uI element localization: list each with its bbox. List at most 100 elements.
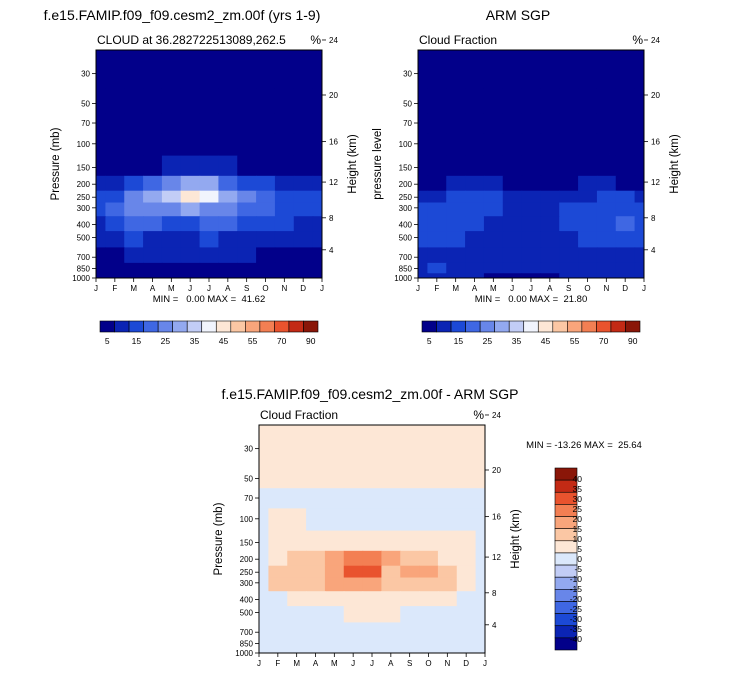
contour-cell xyxy=(615,216,636,232)
contour-cell xyxy=(343,488,364,510)
contour-cell xyxy=(456,591,477,607)
contour-cell xyxy=(362,648,383,653)
contour-cell xyxy=(437,622,458,639)
contour-cell xyxy=(437,577,458,592)
contour-cell xyxy=(124,247,144,264)
contour-cell xyxy=(293,202,314,217)
contour-cell xyxy=(446,175,466,192)
y-tick-label: 1000 xyxy=(72,274,90,283)
contour-cell xyxy=(256,262,276,274)
colorbar-label: 5 xyxy=(577,544,582,554)
colorbar-box xyxy=(581,320,597,333)
contour-cell xyxy=(419,550,439,567)
contour-cell xyxy=(559,88,579,114)
contour-cell xyxy=(180,216,201,232)
contour-cell xyxy=(256,273,276,278)
contour-cell xyxy=(274,113,295,135)
contour-cell xyxy=(446,50,466,90)
x-tick-label: M xyxy=(452,284,459,293)
contour-cell xyxy=(218,231,238,249)
contour-cell xyxy=(161,262,182,274)
colorbar-box xyxy=(554,637,578,651)
contour-cell xyxy=(502,247,523,264)
contour-cell xyxy=(124,113,144,135)
colorbar-label: 15 xyxy=(573,524,583,534)
contour-cell xyxy=(143,155,163,177)
contour-cell xyxy=(293,262,314,274)
y-tick-label: 250 xyxy=(77,193,91,202)
contour-cell xyxy=(306,622,326,639)
contour-cell xyxy=(456,530,477,552)
contour-cell xyxy=(259,463,270,489)
contour-cell xyxy=(274,155,295,177)
contour-cell xyxy=(143,216,163,232)
contour-cell xyxy=(475,637,485,649)
colorbar-label: -20 xyxy=(570,594,583,604)
contour-cell xyxy=(180,231,201,249)
contour-cell xyxy=(381,508,401,532)
colorbar-box xyxy=(143,320,159,333)
y-tick-label: 500 xyxy=(399,234,413,243)
contour-cell xyxy=(634,231,644,249)
contour-cell xyxy=(437,648,458,653)
y-tick-label: 150 xyxy=(399,163,413,172)
contour-cell xyxy=(483,133,504,157)
contour-cell xyxy=(237,113,257,135)
y-tick-label: 400 xyxy=(77,221,91,230)
colorbar-label: -35 xyxy=(570,624,583,634)
colorbar-label: 35 xyxy=(512,336,522,346)
contour-cell xyxy=(540,50,560,90)
contour-cell xyxy=(343,530,364,552)
contour-cell xyxy=(437,488,458,510)
contour-cell xyxy=(199,190,220,204)
contour-cell xyxy=(180,50,201,90)
contour-cell xyxy=(180,202,201,217)
x-tick-label: J xyxy=(257,659,261,668)
colorbar-label: 5 xyxy=(105,336,110,346)
contour-cell xyxy=(287,530,307,552)
contour-cell xyxy=(540,133,560,157)
contour-cell xyxy=(456,565,477,579)
y-axis-title: Pressure (mb) xyxy=(213,502,225,575)
contour-cell xyxy=(105,231,125,249)
contour-cell xyxy=(293,88,314,114)
contour-cell xyxy=(180,190,201,204)
contour-cell xyxy=(521,231,542,249)
contour-cell xyxy=(161,50,182,90)
colorbar-label: 30 xyxy=(573,494,583,504)
contour-cell xyxy=(312,273,322,278)
colorbar-label: -30 xyxy=(570,614,583,624)
contour-cell xyxy=(634,133,644,157)
units-label: % xyxy=(632,33,643,47)
contour-cell xyxy=(540,262,560,274)
colorbar-box xyxy=(245,320,261,333)
top-left-title: f.e15.FAMIP.f09_f09.cesm2_zm.00f (yrs 1-… xyxy=(44,7,321,23)
contour-cell xyxy=(362,622,383,639)
contour-cell xyxy=(437,425,458,465)
contour-cell xyxy=(274,50,295,90)
contour-cell xyxy=(483,88,504,114)
contour-cell xyxy=(312,133,322,157)
contour-cell xyxy=(324,622,345,639)
contour-cell xyxy=(259,591,270,607)
y-tick-label: 400 xyxy=(399,221,413,230)
y-tick-label: 1000 xyxy=(235,649,253,658)
contour-cell xyxy=(161,231,182,249)
contour-cell xyxy=(446,88,466,114)
contour-cell xyxy=(521,262,542,274)
contour-cell xyxy=(343,637,364,649)
contour-cell xyxy=(578,231,598,249)
contour-cell xyxy=(418,113,429,135)
x-tick-label: J xyxy=(642,284,646,293)
contour-cell xyxy=(199,50,220,90)
contour-cell xyxy=(287,463,307,489)
contour-cell xyxy=(465,202,485,217)
contour-cell xyxy=(502,133,523,157)
contour-cell xyxy=(161,113,182,135)
colorbar-label: 90 xyxy=(628,336,638,346)
contour-cell xyxy=(259,530,270,552)
contour-cell xyxy=(143,113,163,135)
contour-cell xyxy=(324,425,345,465)
contour-cell xyxy=(540,190,560,204)
contour-cell xyxy=(237,88,257,114)
